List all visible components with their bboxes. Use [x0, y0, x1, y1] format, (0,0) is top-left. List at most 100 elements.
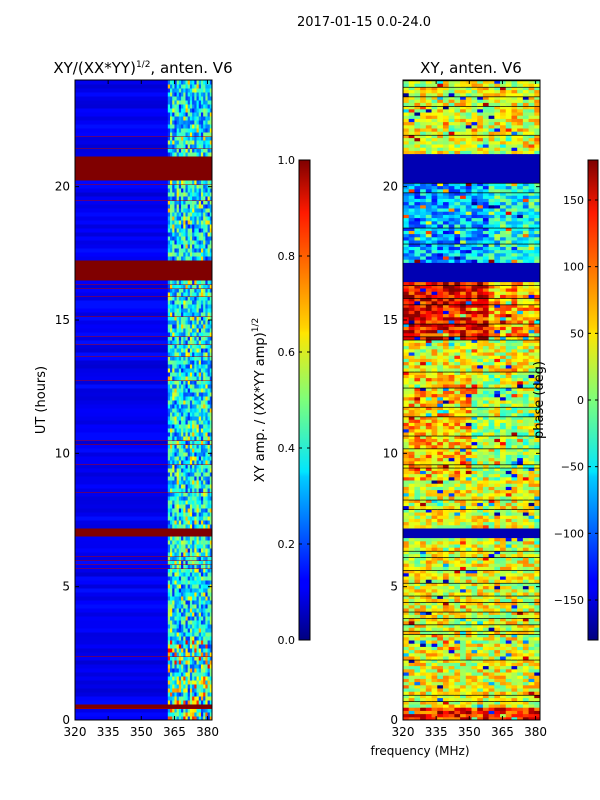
left-heatmap-cell: [185, 680, 189, 685]
left-heatmap-cell: [192, 460, 195, 465]
left-heatmap-cell: [196, 456, 200, 461]
left-heatmap-cell: [194, 212, 198, 217]
left-heatmap-cell: [205, 584, 209, 589]
left-heatmap-cell: [203, 584, 206, 589]
right-heatmap-cell: [442, 486, 450, 491]
left-heatmap-cell: [192, 568, 195, 573]
right-heatmap-cell: [403, 531, 540, 535]
right-heatmap-cell: [431, 640, 438, 644]
right-heatmap-cell: [517, 617, 524, 622]
right-heatmap-cell: [442, 716, 450, 720]
left-heatmap-cell: [200, 144, 204, 149]
left-heatmap-cell: [170, 408, 173, 413]
left-heatmap-cell: [170, 288, 173, 293]
left-heatmap-cell: [176, 352, 180, 357]
left-heatmap-cell: [75, 688, 168, 693]
left-heatmap-cell: [200, 700, 204, 705]
left-heatmap-cell: [209, 212, 212, 217]
right-heatmap-cell: [522, 518, 530, 523]
right-heatmap-cell: [482, 598, 490, 603]
right-heatmap-cell: [505, 617, 512, 622]
left-heatmap-cell: [172, 576, 175, 581]
right-heatmap-cell: [442, 579, 450, 583]
left-heatmap-cell: [187, 508, 191, 513]
left-heatmap-cell: [192, 136, 195, 141]
right-heatmap-cell: [454, 684, 461, 689]
right-heatmap-cell: [448, 710, 455, 715]
left-heatmap-cell: [189, 428, 193, 433]
left-heatmap-cell: [189, 284, 193, 289]
left-heatmap-cell: [181, 708, 184, 713]
left-heatmap-cell: [187, 228, 191, 233]
right-heatmap-cell: [477, 684, 484, 689]
left-heatmap-cell: [198, 224, 202, 229]
left-heatmap-cell: [181, 336, 184, 341]
right-heatmap-cell: [425, 643, 433, 647]
left-heatmap-cell: [207, 284, 211, 289]
right-heatmap-cell: [482, 640, 490, 644]
right-heatmap-cell: [534, 544, 540, 548]
left-heatmap-cell: [209, 84, 212, 89]
left-heatmap-cell: [176, 136, 180, 141]
left-heatmap-cell: [172, 612, 175, 617]
left-heatmap-cell: [209, 436, 212, 441]
left-heatmap-cell: [185, 116, 189, 121]
left-heatmap-cell: [200, 476, 204, 481]
right-heatmap-cell: [482, 518, 490, 523]
right-heatmap-cell: [425, 499, 433, 503]
left-heatmap-cell: [178, 280, 182, 285]
left-heatmap-cell: [167, 320, 171, 325]
left-heatmap-cell: [194, 360, 198, 365]
left-heatmap-cell: [183, 456, 186, 461]
right-heatmap-cell: [442, 585, 450, 590]
left-heatmap-cell: [183, 392, 186, 397]
right-heatmap-cell: [528, 521, 535, 526]
right-heatmap-cell: [500, 659, 507, 663]
right-heatmap-cell: [511, 649, 518, 654]
left-heatmap-cell: [209, 368, 212, 373]
left-heatmap-cell: [198, 632, 202, 637]
left-heatmap-cell: [75, 480, 168, 485]
left-heatmap-cell: [181, 696, 184, 701]
left-heatmap-cell: [178, 496, 182, 501]
left-heatmap-cell: [176, 356, 180, 361]
left-heatmap-cell: [207, 436, 211, 441]
right-heatmap-cell: [500, 646, 507, 651]
left-heatmap-cell: [187, 660, 191, 665]
right-heatmap-cell: [500, 681, 507, 686]
left-heatmap-cell: [196, 424, 200, 429]
left-heatmap-cell: [196, 356, 200, 361]
left-heatmap-cell: [170, 624, 173, 629]
left-heatmap-cell: [183, 244, 186, 249]
right-heatmap-cell: [403, 502, 410, 507]
right-heatmap-cell: [465, 483, 472, 487]
right-heatmap-cell: [425, 467, 433, 471]
right-heatmap: [403, 80, 540, 720]
left-heatmap-cell: [181, 376, 184, 381]
left-heatmap-cell: [183, 248, 186, 253]
left-heatmap-cell: [181, 568, 184, 573]
left-heatmap-cell: [178, 192, 182, 197]
left-heatmap-cell: [207, 608, 211, 613]
right-heatmap-cell: [437, 585, 444, 590]
left-heatmap-cell: [189, 104, 193, 109]
right-heatmap-cell: [517, 518, 524, 523]
left-heatmap-cell: [189, 120, 193, 125]
left-heatmap-cell: [167, 504, 171, 509]
left-heatmap-cell: [172, 516, 175, 521]
left-heatmap-cell: [192, 100, 195, 105]
left-heatmap-cell: [192, 696, 195, 701]
left-heatmap-cell: [176, 456, 180, 461]
right-heatmap-cell: [517, 691, 524, 695]
left-heatmap-cell: [189, 536, 193, 541]
left-heatmap-cell: [181, 476, 184, 481]
left-heatmap-cell: [209, 536, 212, 541]
right-heatmap-cell: [500, 566, 507, 571]
left-heatmap-cell: [189, 624, 193, 629]
left-heatmap-cell: [185, 364, 189, 369]
left-heatmap-cell: [194, 248, 198, 253]
right-heatmap-cell: [425, 656, 433, 660]
left-heatmap-cell: [200, 200, 204, 205]
left-heatmap-cell: [194, 520, 198, 525]
right-heatmap-cell: [471, 537, 478, 542]
